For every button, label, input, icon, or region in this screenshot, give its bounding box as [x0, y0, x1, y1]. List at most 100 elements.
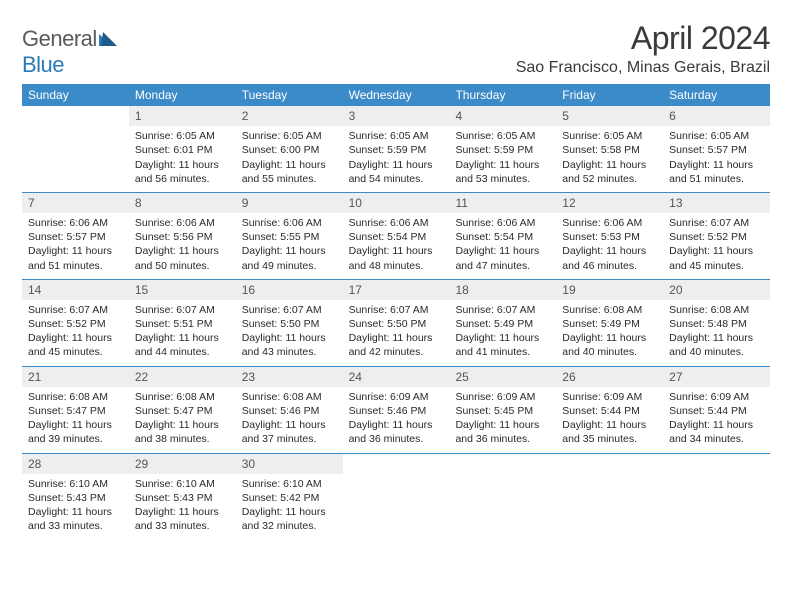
day-cell: 9Sunrise: 6:06 AMSunset: 5:55 PMDaylight… — [236, 193, 343, 279]
day-cell: 19Sunrise: 6:08 AMSunset: 5:49 PMDayligh… — [556, 280, 663, 366]
daylight-text: Daylight: 11 hours and 43 minutes. — [242, 331, 337, 359]
sunrise-text: Sunrise: 6:05 AM — [135, 129, 230, 143]
sunrise-text: Sunrise: 6:08 AM — [28, 390, 123, 404]
daylight-text: Daylight: 11 hours and 51 minutes. — [669, 158, 764, 186]
day-number: 16 — [236, 280, 343, 300]
day-number: 30 — [236, 454, 343, 474]
daylight-text: Daylight: 11 hours and 38 minutes. — [135, 418, 230, 446]
day-cell: 21Sunrise: 6:08 AMSunset: 5:47 PMDayligh… — [22, 367, 129, 453]
day-cell — [22, 106, 129, 192]
day-body: Sunrise: 6:07 AMSunset: 5:52 PMDaylight:… — [22, 300, 129, 366]
sunset-text: Sunset: 5:49 PM — [562, 317, 657, 331]
day-number: 6 — [663, 106, 770, 126]
day-number: 1 — [129, 106, 236, 126]
sunrise-text: Sunrise: 6:06 AM — [135, 216, 230, 230]
daylight-text: Daylight: 11 hours and 39 minutes. — [28, 418, 123, 446]
day-cell: 25Sunrise: 6:09 AMSunset: 5:45 PMDayligh… — [449, 367, 556, 453]
sunset-text: Sunset: 5:57 PM — [28, 230, 123, 244]
day-cell: 13Sunrise: 6:07 AMSunset: 5:52 PMDayligh… — [663, 193, 770, 279]
sunset-text: Sunset: 5:46 PM — [242, 404, 337, 418]
day-number: 13 — [663, 193, 770, 213]
logo-text: GeneralBlue — [22, 26, 117, 78]
sunset-text: Sunset: 5:54 PM — [349, 230, 444, 244]
day-body: Sunrise: 6:07 AMSunset: 5:52 PMDaylight:… — [663, 213, 770, 279]
sunset-text: Sunset: 5:53 PM — [562, 230, 657, 244]
daylight-text: Daylight: 11 hours and 44 minutes. — [135, 331, 230, 359]
weekday-header: Sunday — [22, 84, 129, 106]
week-row: 14Sunrise: 6:07 AMSunset: 5:52 PMDayligh… — [22, 279, 770, 366]
sunset-text: Sunset: 5:43 PM — [28, 491, 123, 505]
daylight-text: Daylight: 11 hours and 45 minutes. — [28, 331, 123, 359]
day-body: Sunrise: 6:07 AMSunset: 5:49 PMDaylight:… — [449, 300, 556, 366]
calendar: Sunday Monday Tuesday Wednesday Thursday… — [22, 84, 770, 539]
title-block: April 2024 Sao Francisco, Minas Gerais, … — [516, 20, 770, 77]
day-body: Sunrise: 6:07 AMSunset: 5:50 PMDaylight:… — [343, 300, 450, 366]
daylight-text: Daylight: 11 hours and 47 minutes. — [455, 244, 550, 272]
sunrise-text: Sunrise: 6:07 AM — [669, 216, 764, 230]
daylight-text: Daylight: 11 hours and 33 minutes. — [28, 505, 123, 533]
day-cell: 7Sunrise: 6:06 AMSunset: 5:57 PMDaylight… — [22, 193, 129, 279]
logo-text-part2: Blue — [22, 52, 64, 77]
weekday-header: Monday — [129, 84, 236, 106]
day-cell: 18Sunrise: 6:07 AMSunset: 5:49 PMDayligh… — [449, 280, 556, 366]
day-number: 19 — [556, 280, 663, 300]
daylight-text: Daylight: 11 hours and 36 minutes. — [349, 418, 444, 446]
day-number: 9 — [236, 193, 343, 213]
sunset-text: Sunset: 5:56 PM — [135, 230, 230, 244]
weekday-header-row: Sunday Monday Tuesday Wednesday Thursday… — [22, 84, 770, 106]
day-cell: 3Sunrise: 6:05 AMSunset: 5:59 PMDaylight… — [343, 106, 450, 192]
day-number: 28 — [22, 454, 129, 474]
sunrise-text: Sunrise: 6:09 AM — [562, 390, 657, 404]
sunrise-text: Sunrise: 6:10 AM — [28, 477, 123, 491]
day-cell: 11Sunrise: 6:06 AMSunset: 5:54 PMDayligh… — [449, 193, 556, 279]
sunrise-text: Sunrise: 6:09 AM — [455, 390, 550, 404]
sunrise-text: Sunrise: 6:08 AM — [135, 390, 230, 404]
sunrise-text: Sunrise: 6:06 AM — [28, 216, 123, 230]
daylight-text: Daylight: 11 hours and 46 minutes. — [562, 244, 657, 272]
day-number — [663, 454, 770, 458]
weekday-header: Wednesday — [343, 84, 450, 106]
day-cell: 5Sunrise: 6:05 AMSunset: 5:58 PMDaylight… — [556, 106, 663, 192]
sunrise-text: Sunrise: 6:07 AM — [28, 303, 123, 317]
sunrise-text: Sunrise: 6:08 AM — [242, 390, 337, 404]
sunset-text: Sunset: 6:01 PM — [135, 143, 230, 157]
weekday-header: Tuesday — [236, 84, 343, 106]
week-row: 21Sunrise: 6:08 AMSunset: 5:47 PMDayligh… — [22, 366, 770, 453]
sunrise-text: Sunrise: 6:05 AM — [455, 129, 550, 143]
day-cell: 20Sunrise: 6:08 AMSunset: 5:48 PMDayligh… — [663, 280, 770, 366]
sunrise-text: Sunrise: 6:07 AM — [349, 303, 444, 317]
day-body: Sunrise: 6:08 AMSunset: 5:48 PMDaylight:… — [663, 300, 770, 366]
sunset-text: Sunset: 5:48 PM — [669, 317, 764, 331]
day-number: 20 — [663, 280, 770, 300]
day-cell: 24Sunrise: 6:09 AMSunset: 5:46 PMDayligh… — [343, 367, 450, 453]
sunrise-text: Sunrise: 6:05 AM — [669, 129, 764, 143]
day-cell: 23Sunrise: 6:08 AMSunset: 5:46 PMDayligh… — [236, 367, 343, 453]
sunrise-text: Sunrise: 6:07 AM — [135, 303, 230, 317]
day-body: Sunrise: 6:09 AMSunset: 5:44 PMDaylight:… — [556, 387, 663, 453]
day-body: Sunrise: 6:05 AMSunset: 5:57 PMDaylight:… — [663, 126, 770, 192]
day-cell — [343, 454, 450, 540]
day-cell: 26Sunrise: 6:09 AMSunset: 5:44 PMDayligh… — [556, 367, 663, 453]
sunrise-text: Sunrise: 6:08 AM — [562, 303, 657, 317]
day-number: 25 — [449, 367, 556, 387]
sunrise-text: Sunrise: 6:08 AM — [669, 303, 764, 317]
sunset-text: Sunset: 5:43 PM — [135, 491, 230, 505]
sunset-text: Sunset: 5:42 PM — [242, 491, 337, 505]
day-number: 14 — [22, 280, 129, 300]
sunset-text: Sunset: 5:59 PM — [455, 143, 550, 157]
day-body: Sunrise: 6:09 AMSunset: 5:44 PMDaylight:… — [663, 387, 770, 453]
day-body: Sunrise: 6:06 AMSunset: 5:54 PMDaylight:… — [449, 213, 556, 279]
header: GeneralBlue April 2024 Sao Francisco, Mi… — [22, 20, 770, 78]
weekday-header: Thursday — [449, 84, 556, 106]
day-cell: 30Sunrise: 6:10 AMSunset: 5:42 PMDayligh… — [236, 454, 343, 540]
sunset-text: Sunset: 5:49 PM — [455, 317, 550, 331]
week-row: 1Sunrise: 6:05 AMSunset: 6:01 PMDaylight… — [22, 106, 770, 192]
week-row: 28Sunrise: 6:10 AMSunset: 5:43 PMDayligh… — [22, 453, 770, 540]
day-cell: 17Sunrise: 6:07 AMSunset: 5:50 PMDayligh… — [343, 280, 450, 366]
day-cell: 15Sunrise: 6:07 AMSunset: 5:51 PMDayligh… — [129, 280, 236, 366]
day-number: 11 — [449, 193, 556, 213]
day-body: Sunrise: 6:05 AMSunset: 5:59 PMDaylight:… — [449, 126, 556, 192]
day-number: 23 — [236, 367, 343, 387]
sunset-text: Sunset: 5:46 PM — [349, 404, 444, 418]
sunset-text: Sunset: 5:50 PM — [242, 317, 337, 331]
